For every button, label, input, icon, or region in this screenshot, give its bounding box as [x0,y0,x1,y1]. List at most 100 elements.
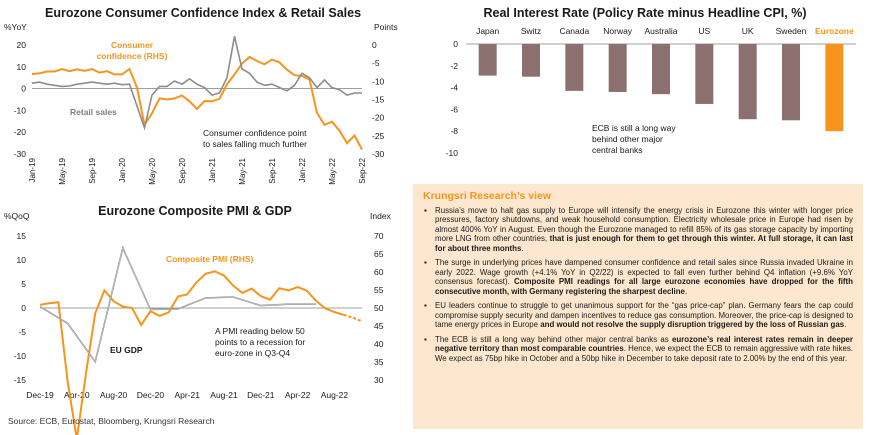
chart2-ytick-left: -5 [18,327,26,337]
chart1-xtick: May-21 [238,157,247,184]
chart2-series-gdp-highlight [39,247,316,363]
view-bullet-highlight: that is just enough for them to get thro… [435,234,853,253]
chart2-label-gdp: EU GDP [110,345,143,355]
chart1-title: Eurozone Consumer Confidence Index & Ret… [45,6,362,20]
chart3-ytick: -6 [450,104,458,114]
chart2-ytick-right: 40 [374,339,384,349]
view-panel: Krungsri Research’s view Russia’s move t… [413,184,863,429]
view-bullet-tail: . [684,286,688,296]
chart3-category-label: Norway [603,26,633,36]
chart2-label-pmi: Composite PMI (RHS) [166,254,254,264]
view-bullet-tail: . [521,243,524,253]
chart3-category-label: Canada [559,26,589,36]
chart2-xtick: Aug-22 [321,390,349,400]
chart1-ytick-right: -25 [372,131,385,141]
view-bullet-list: Russia’s move to halt gas supply to Euro… [423,206,853,363]
view-bullet-highlight: Composite PMI readings for all large eur… [435,277,854,296]
chart2-xtick: Dec-21 [247,390,275,400]
chart2-ytick-right: 50 [374,303,384,313]
chart3-category-label: Switz [521,26,541,36]
chart2-note-recession: points to a recession for [215,337,305,347]
chart3-bar [825,44,844,132]
chart3-ytick: -2 [450,61,458,71]
view-bullet-tail: . [844,320,847,330]
chart1-label-confidence: Consumer [111,40,154,50]
chart1-note-falling: Consumer confidence point [203,128,307,138]
chart2-ylabel-left: %QoQ [4,211,30,221]
chart1-ytick-left: 10 [17,62,27,72]
chart1-ytick-right: -5 [372,58,380,68]
chart1-ytick-left: -10 [14,105,27,115]
chart2-ytick-left: -10 [14,351,27,361]
chart3-note-ecb: central banks [592,145,643,155]
chart1-ytick-right: -30 [372,149,385,159]
chart3-ytick: 0 [453,39,458,49]
chart1-ylabel-left: %YoY [4,22,27,32]
chart2-ytick-left: 0 [21,303,26,313]
chart1-ytick-right: -20 [372,113,385,123]
view-bullet-1: Russia’s move to halt gas supply to Euro… [423,206,853,253]
chart1-series-confidence-line [31,55,363,151]
chart1-xtick: Sep-21 [268,157,277,183]
chart1-xtick: Sep-19 [88,157,97,183]
chart2-ylabel-right: Index [370,211,392,221]
chart3-ytick: -8 [450,126,458,136]
chart2-xtick: Aug-20 [100,390,128,400]
chart1-label-confidence: confidence (RHS) [97,51,168,61]
chart3-category-label: Japan [476,26,499,36]
chart2-ytick-left: 10 [17,255,27,265]
view-title: Krungsri Research’s view [423,190,551,202]
chart1-xtick: Jan-22 [298,157,307,182]
chart2-series-pmi-line [39,270,344,435]
chart1-ytick-left: 0 [21,84,26,94]
view-bullet-text: Russia’s move to halt gas supply to Euro… [435,206,853,244]
chart3-bar [608,44,627,92]
chart1-xtick: May-19 [58,157,67,184]
chart1-xtick: Jan-20 [118,157,127,182]
chart3-ytick: -4 [450,83,458,93]
chart2-xtick: Dec-19 [26,390,54,400]
chart1-xtick: Jan-19 [28,157,37,182]
chart2-series-pmi-forecast [343,313,363,323]
chart2-xtick: Apr-21 [174,390,200,400]
chart1-ylabel-right: Points [374,22,398,32]
chart2-ytick-right: 35 [374,357,384,367]
chart3-category-label: UK [742,26,754,36]
view-bullet-4: The ECB is still a long way behind other… [423,335,853,363]
chart2-ytick-left: -15 [14,375,27,385]
chart2-ytick-right: 60 [374,267,384,277]
chart2-note-recession: euro-zone in Q3-Q4 [215,348,290,358]
chart2-xtick: Apr-20 [64,390,90,400]
chart2-ytick-right: 70 [374,231,384,241]
chart3-category-label: Australia [644,26,677,36]
view-bullet-highlight: eurozone’s real interest rates remain in… [435,334,853,354]
chart2-note-recession: A PMI reading below 50 [215,326,305,336]
view-bullet-text: EU leaders continue to struggle to get u… [435,301,853,330]
chart1-ytick-right: -10 [372,76,385,86]
chart1-label-retail: Retail sales [70,107,117,117]
chart1-ytick-left: -30 [14,149,27,159]
chart1-series-retail-line [31,36,362,131]
chart2-ytick-right: 55 [374,285,384,295]
chart2-ytick-right: 30 [374,375,384,385]
chart2-title: Eurozone Composite PMI & GDP [98,204,292,218]
view-bullet-2: The surge in underlying prices have damp… [423,258,853,296]
chart3-bar [478,44,497,76]
chart2-ytick-left: 5 [21,279,26,289]
view-bullet-tail: . Hence, we expect the ECB to remain agg… [435,344,853,363]
chart2-xtick: Aug-21 [210,390,238,400]
chart3-bar [738,44,757,120]
chart3-category-label: Eurozone [815,26,854,36]
chart2-xtick: Dec-20 [137,390,165,400]
chart1-ytick-right: -15 [372,95,385,105]
chart3-bar [565,44,584,91]
chart2-ytick-left: 15 [17,231,27,241]
chart1-ytick-right: 0 [372,40,377,50]
chart3-ytick: -10 [446,148,459,158]
chart1-xtick: May-20 [148,157,157,184]
chart3-category-label: US [698,26,710,36]
chart3-category-label: Sweden [776,26,807,36]
chart2-ytick-right: 45 [374,321,384,331]
source-note: Source: ECB, Eurostat, Bloomberg, Krungs… [8,416,215,426]
